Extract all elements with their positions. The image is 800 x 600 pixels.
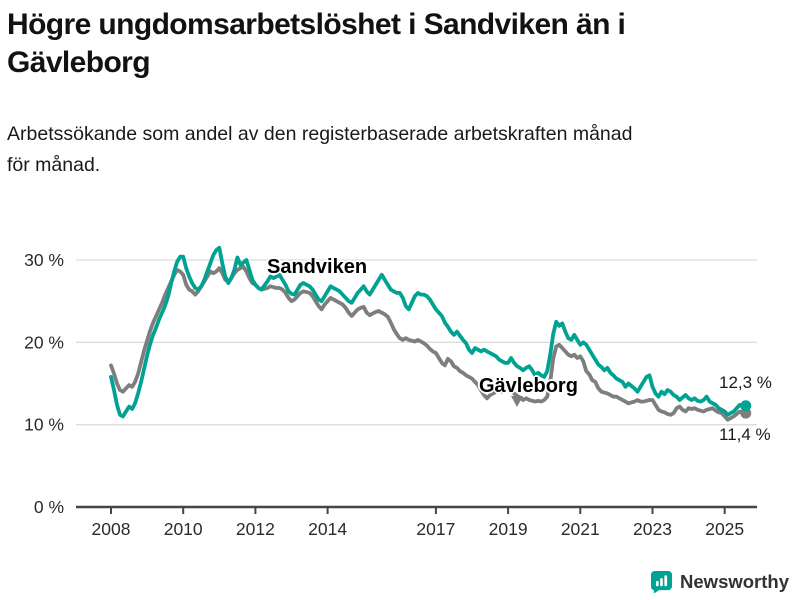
x-tick-label-2025: 2025 (705, 519, 744, 539)
y-tick-label-10: 10 % (24, 415, 64, 435)
series-label-sandviken: Sandviken (267, 256, 368, 278)
x-tick-label-2019: 2019 (489, 519, 528, 539)
chart-subtitle: Arbetssökande som andel av den registerb… (7, 119, 793, 181)
newsworthy-chart-pin-icon (650, 570, 673, 593)
y-tick-label-30: 30 % (24, 250, 64, 270)
subtitle-line-1: Arbetssökande som andel av den registerb… (7, 123, 633, 145)
end-value-label-sandviken: 12,3 % (719, 373, 772, 392)
title-line-2: Gävleborg (7, 46, 151, 79)
newsworthy-logo: Newsworthy (650, 570, 789, 593)
x-tick-label-2017: 2017 (416, 519, 455, 539)
x-tick-label-2012: 2012 (236, 519, 275, 539)
x-tick-label-2023: 2023 (633, 519, 672, 539)
title-line-1: Högre ungdomsarbetslöshet i Sandviken än… (7, 8, 626, 41)
x-tick-label-2014: 2014 (308, 519, 347, 539)
newsworthy-wordmark: Newsworthy (680, 570, 789, 592)
series-label-gavleborg: Gävleborg (479, 375, 578, 397)
y-tick-label-0: 0 % (34, 497, 64, 517)
line-gavleborg (109, 264, 748, 422)
subtitle-line-2: för månad. (7, 154, 101, 176)
end-value-label-gavleborg: 11,4 % (719, 425, 771, 444)
gavleborg-label-arrow (511, 396, 523, 407)
y-tick-label-20: 20 % (24, 332, 64, 352)
line-sandviken (109, 245, 748, 419)
x-tick-label-2008: 2008 (92, 519, 131, 539)
x-tick-label-2010: 2010 (164, 519, 203, 539)
x-tick-label-2021: 2021 (561, 519, 600, 539)
end-dot-sandviken (740, 400, 752, 412)
page-title: Högre ungdomsarbetslöshet i Sandviken än… (7, 6, 793, 82)
